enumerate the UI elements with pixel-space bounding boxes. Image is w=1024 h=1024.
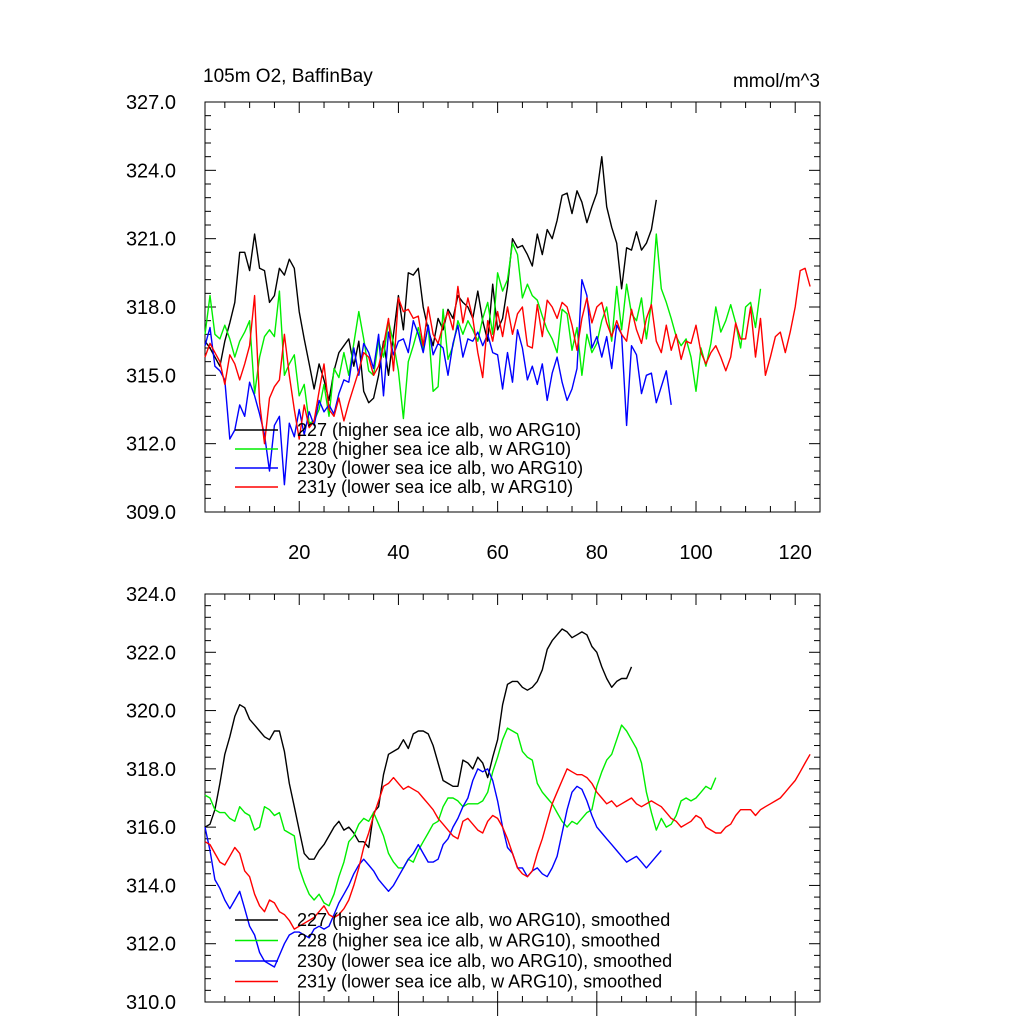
y-tick-label: 314.0 [126, 875, 176, 897]
y-tick-label: 321.0 [126, 229, 176, 251]
bottom-chart: 310.0 312.0 314.0 316.0 318.0 320.0 322.0 324.0… [126, 584, 821, 1016]
x-tick-label: 60 [486, 542, 508, 564]
y-tick-label: 320.0 [126, 701, 176, 723]
series-line-231y [204, 267, 811, 445]
y-tick-label: 312.0 [126, 934, 176, 956]
chart-title: 105m O2, BaffinBay [203, 66, 373, 87]
y-tick-label: 312.0 [126, 434, 176, 456]
y-tick-label: 324.0 [126, 160, 176, 182]
units-label: mmol/m^3 [733, 71, 820, 92]
x-tick-label: 80 [586, 542, 608, 564]
x-tick-label: 100 [679, 542, 712, 564]
y-tick-label: 318.0 [126, 759, 176, 781]
y-tick-label: 318.0 [126, 297, 176, 319]
y-tick-label: 309.0 [126, 502, 176, 524]
legend-label-230y: 230y (lower sea ice alb, wo ARG10) [297, 458, 583, 478]
legend-label-227: 227 (higher sea ice alb, wo ARG10), smoo… [297, 910, 670, 930]
series-line-227 [204, 628, 633, 860]
legend-label-228: 228 (higher sea ice alb, w ARG10), smoot… [297, 931, 660, 951]
y-tick-label: 315.0 [126, 365, 176, 387]
y-tick-label: 322.0 [126, 642, 176, 664]
legend-label-231y: 231y (lower sea ice alb, w ARG10) [297, 477, 573, 497]
y-tick-label: 324.0 [126, 584, 176, 606]
series-line-231y [204, 753, 811, 930]
series-line-228 [204, 724, 717, 907]
legend-label-231y: 231y (lower sea ice alb, w ARG10), smoot… [297, 972, 662, 992]
top-chart: 105m O2, BaffinBay mmol/m^3 309.0 312.0 31… [126, 66, 821, 564]
series-line-228 [204, 233, 762, 424]
legend-label-227: 227 (higher sea ice alb, wo ARG10) [297, 420, 581, 440]
legend-label-228: 228 (higher sea ice alb, w ARG10) [297, 439, 571, 459]
y-tick-label: 327.0 [126, 92, 176, 114]
x-tick-label: 20 [288, 542, 310, 564]
series-line-230y [204, 768, 662, 968]
legend-label-230y: 230y (lower sea ice alb, wo ARG10), smoo… [297, 951, 672, 971]
plot-frame [204, 593, 821, 1003]
y-tick-label: 316.0 [126, 817, 176, 839]
x-tick-label: 120 [779, 542, 812, 564]
x-tick-label: 40 [387, 542, 409, 564]
y-tick-label: 310.0 [126, 992, 176, 1014]
